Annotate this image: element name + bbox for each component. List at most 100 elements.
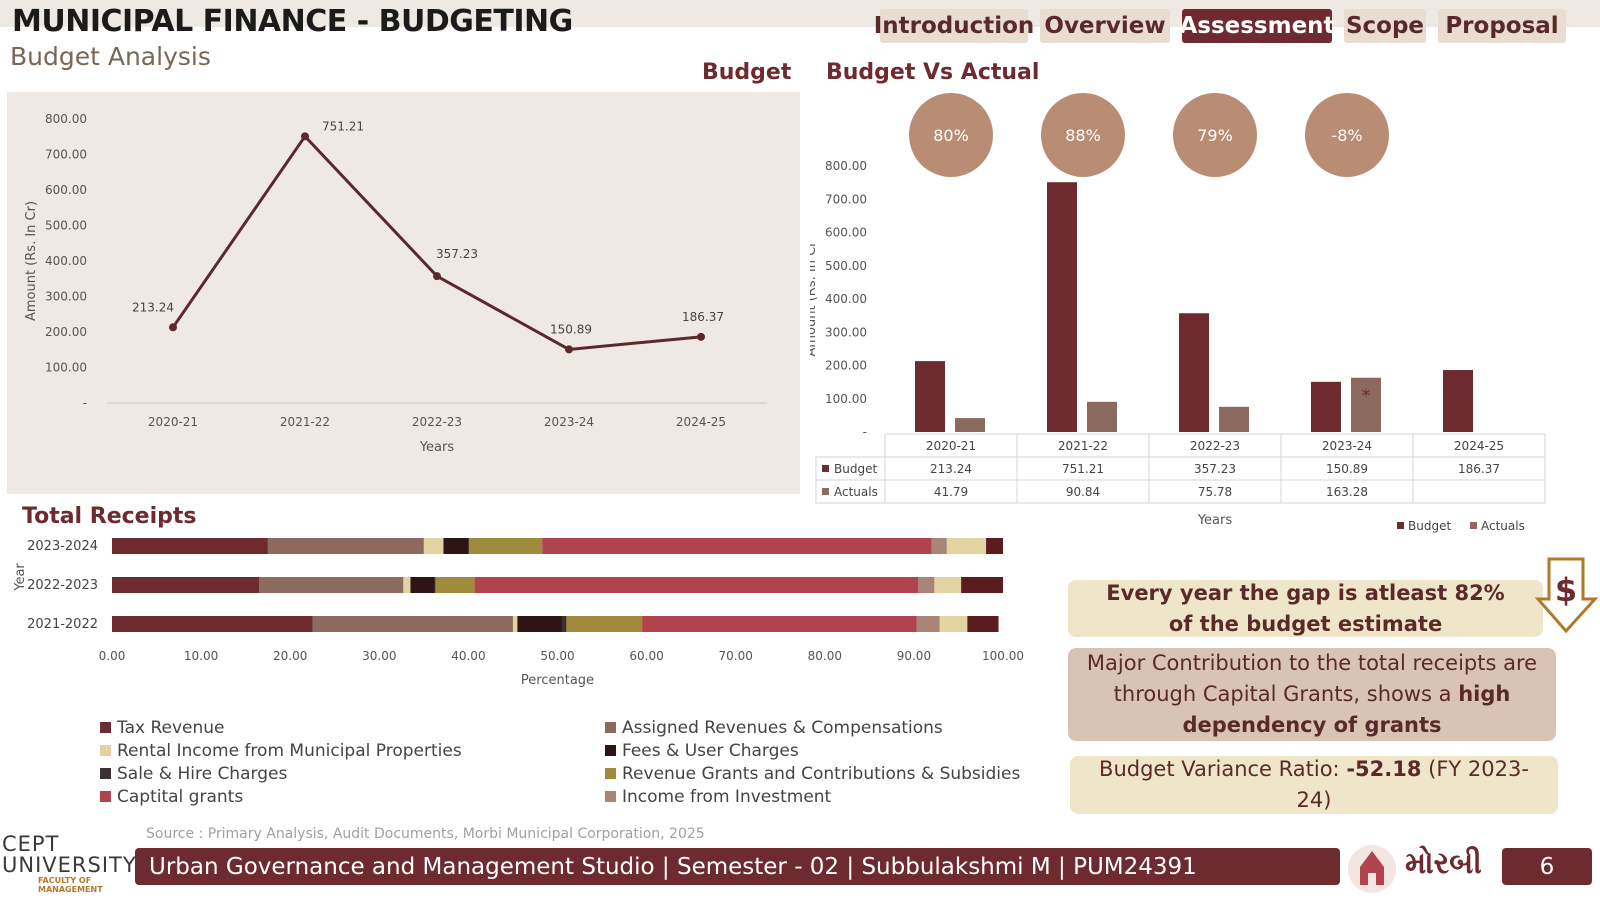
- x-tick-label: 2021-22: [280, 415, 330, 429]
- budget-bar: [1443, 370, 1473, 432]
- page-subtitle: Budget Analysis: [10, 42, 211, 71]
- y-tick-label: 700.00: [45, 148, 87, 162]
- legend-revenue-grants: Revenue Grants and Contributions & Subsi…: [605, 762, 1060, 785]
- table-cell: 150.89: [1326, 462, 1368, 476]
- data-point: [301, 132, 309, 141]
- x-tick-label: 2024-25: [676, 415, 726, 429]
- tab-introduction[interactable]: Introduction: [874, 9, 1034, 43]
- data-label: 150.89: [550, 322, 592, 336]
- y-tick-label: 300.00: [825, 325, 867, 339]
- y-tick-label: 2023-2024: [27, 539, 98, 554]
- y-tick-label: 300.00: [45, 290, 87, 304]
- x-tick-label: 100.00: [982, 649, 1024, 663]
- y-tick-label: 600.00: [825, 226, 867, 240]
- stacked-segment: [468, 538, 470, 554]
- legend-fees-user-charges: Fees & User Charges: [605, 739, 1060, 762]
- tab-scope[interactable]: Scope: [1344, 9, 1426, 43]
- variance-period: (FY 2023-24): [1296, 757, 1529, 812]
- total-receipts-chart: 2023-2024 2022-2023 2021-2022 Year 0.00 10.00…: [13, 538, 1024, 688]
- actuals-bar: [1219, 406, 1249, 432]
- stacked-segment: [961, 577, 1003, 593]
- table-legend-key: [822, 465, 829, 472]
- y-tick-label: 200.00: [45, 325, 87, 339]
- x-tick-label: 2022-23: [412, 415, 462, 429]
- legend-rental-income: Rental Income from Municipal Properties: [100, 739, 605, 762]
- budget-line: [171, 133, 702, 351]
- budget-bar: [1179, 313, 1209, 432]
- tab-proposal[interactable]: Proposal: [1438, 9, 1566, 43]
- stacked-segment: [939, 616, 968, 632]
- y-tick-label: 500.00: [825, 259, 867, 273]
- table-series-label: Budget: [834, 462, 877, 476]
- table-cell: 213.24: [930, 462, 972, 476]
- data-point: [697, 332, 705, 341]
- receipts-chart-title: Total Receipts: [22, 504, 197, 529]
- stacked-segment: [561, 616, 567, 632]
- legend-label-budget: Budget: [1408, 519, 1451, 533]
- data-point: [169, 323, 177, 332]
- budget-bar: [915, 361, 945, 432]
- percentage-label: 88%: [1065, 126, 1101, 145]
- percentage-label: 79%: [1197, 126, 1233, 145]
- y-tick-label: 800.00: [45, 112, 87, 126]
- stacked-segment: [918, 577, 935, 593]
- stacked-segment: [312, 616, 513, 632]
- y-tick-label: 100.00: [45, 361, 87, 375]
- legend-assigned-revenues: Assigned Revenues & Compensations: [605, 716, 1060, 739]
- variance-callout: Budget Variance Ratio: -52.18 (FY 2023-2…: [1070, 756, 1558, 814]
- actuals-bar: [1351, 377, 1381, 432]
- gap-callout-text: Every year the gap is atleast 82% of the…: [1106, 580, 1505, 636]
- footer-bar: Urban Governance and Management Studio |…: [135, 848, 1340, 885]
- y-tick-label: 2022-2023: [27, 578, 98, 593]
- x-tick-label: 80.00: [808, 649, 842, 663]
- percentage-circle: [909, 93, 993, 177]
- actuals-bar: [955, 418, 985, 432]
- x-axis-title: Percentage: [521, 673, 594, 688]
- stacked-segment: [916, 616, 940, 632]
- contribution-bold: high dependency of grants: [1182, 682, 1511, 737]
- percentage-label: -8%: [1331, 126, 1362, 145]
- budget-bar: [1047, 182, 1077, 432]
- y-tick-label: -: [863, 425, 867, 439]
- legend-label-actuals: Actuals: [1481, 519, 1525, 533]
- dollar-down-arrow-icon: $: [1535, 557, 1599, 634]
- x-tick-label: 70.00: [719, 649, 753, 663]
- data-label: 357.23: [436, 247, 478, 261]
- page-number: 6: [1502, 848, 1592, 885]
- contribution-text: Major Contribution to the total receipts…: [1086, 651, 1538, 706]
- stacked-segment: [112, 577, 260, 593]
- y-tick-label: 2021-2022: [27, 617, 98, 632]
- stacked-segment: [112, 616, 313, 632]
- budget-bar: [1311, 381, 1341, 432]
- legend-key-budget: [1397, 522, 1404, 529]
- budget-vs-actual-chart: - 100.00 200.00 300.00 400.00 500.00 600.00 700…: [810, 93, 1546, 533]
- data-point: [565, 345, 573, 354]
- city-emblem-icon: [1348, 845, 1396, 893]
- x-tick-label: 2023-24: [544, 415, 594, 429]
- data-point: [433, 272, 441, 281]
- city-name: મોરબી: [1405, 846, 1482, 881]
- tab-overview[interactable]: Overview: [1040, 9, 1170, 43]
- table-legend-key: [822, 488, 829, 495]
- x-tick-label: 40.00: [451, 649, 485, 663]
- y-tick-label: -: [83, 396, 87, 410]
- table-cell: 357.23: [1194, 462, 1236, 476]
- tab-assessment[interactable]: Assessment: [1179, 9, 1335, 43]
- table-cell: 41.79: [934, 485, 968, 499]
- x-tick-label: 50.00: [540, 649, 574, 663]
- y-tick-label: 800.00: [825, 159, 867, 173]
- source-note: Source : Primary Analysis, Audit Documen…: [146, 826, 705, 842]
- logo-cept: CEPT: [2, 832, 60, 856]
- contribution-callout: Major Contribution to the total receipts…: [1068, 648, 1556, 741]
- stacked-segment: [517, 616, 562, 632]
- x-tick-label: 2020-21: [148, 415, 198, 429]
- table-cell: 90.84: [1066, 485, 1100, 499]
- stacked-segment: [259, 577, 404, 593]
- budget-chart-title: Budget: [702, 60, 792, 85]
- svg-text:$: $: [1555, 571, 1577, 609]
- header-band: [0, 0, 1600, 27]
- percentage-label: 80%: [933, 126, 969, 145]
- y-tick-label: 200.00: [825, 359, 867, 373]
- x-tick-label: 20.00: [273, 649, 307, 663]
- y-tick-label: 700.00: [825, 192, 867, 206]
